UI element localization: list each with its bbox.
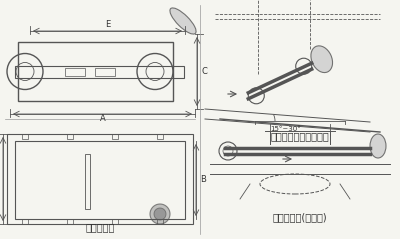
Bar xyxy=(157,219,163,224)
Bar xyxy=(22,219,28,224)
Ellipse shape xyxy=(170,8,196,34)
Text: 外形尺尸图: 外形尺尸图 xyxy=(85,222,115,232)
Bar xyxy=(112,219,118,224)
Text: E: E xyxy=(105,20,110,29)
Bar xyxy=(65,67,85,76)
Bar xyxy=(85,154,90,209)
Circle shape xyxy=(154,208,166,220)
Bar xyxy=(15,141,185,219)
Text: 安装示意图（倾斜式）: 安装示意图（倾斜式） xyxy=(271,131,329,141)
Bar xyxy=(7,134,193,224)
Bar xyxy=(22,134,28,139)
Bar xyxy=(157,134,163,139)
Text: 安装示意图(水平式): 安装示意图(水平式) xyxy=(273,212,327,222)
Ellipse shape xyxy=(370,134,386,158)
Circle shape xyxy=(150,204,170,224)
Bar xyxy=(112,134,118,139)
Bar xyxy=(67,219,73,224)
Bar xyxy=(95,67,115,76)
Text: A: A xyxy=(100,114,105,123)
Text: B: B xyxy=(200,175,206,185)
Bar xyxy=(18,42,173,101)
Bar xyxy=(15,65,184,77)
Bar xyxy=(67,134,73,139)
Text: C: C xyxy=(201,67,207,76)
Ellipse shape xyxy=(311,46,332,73)
Text: 15°~30°: 15°~30° xyxy=(270,126,301,132)
